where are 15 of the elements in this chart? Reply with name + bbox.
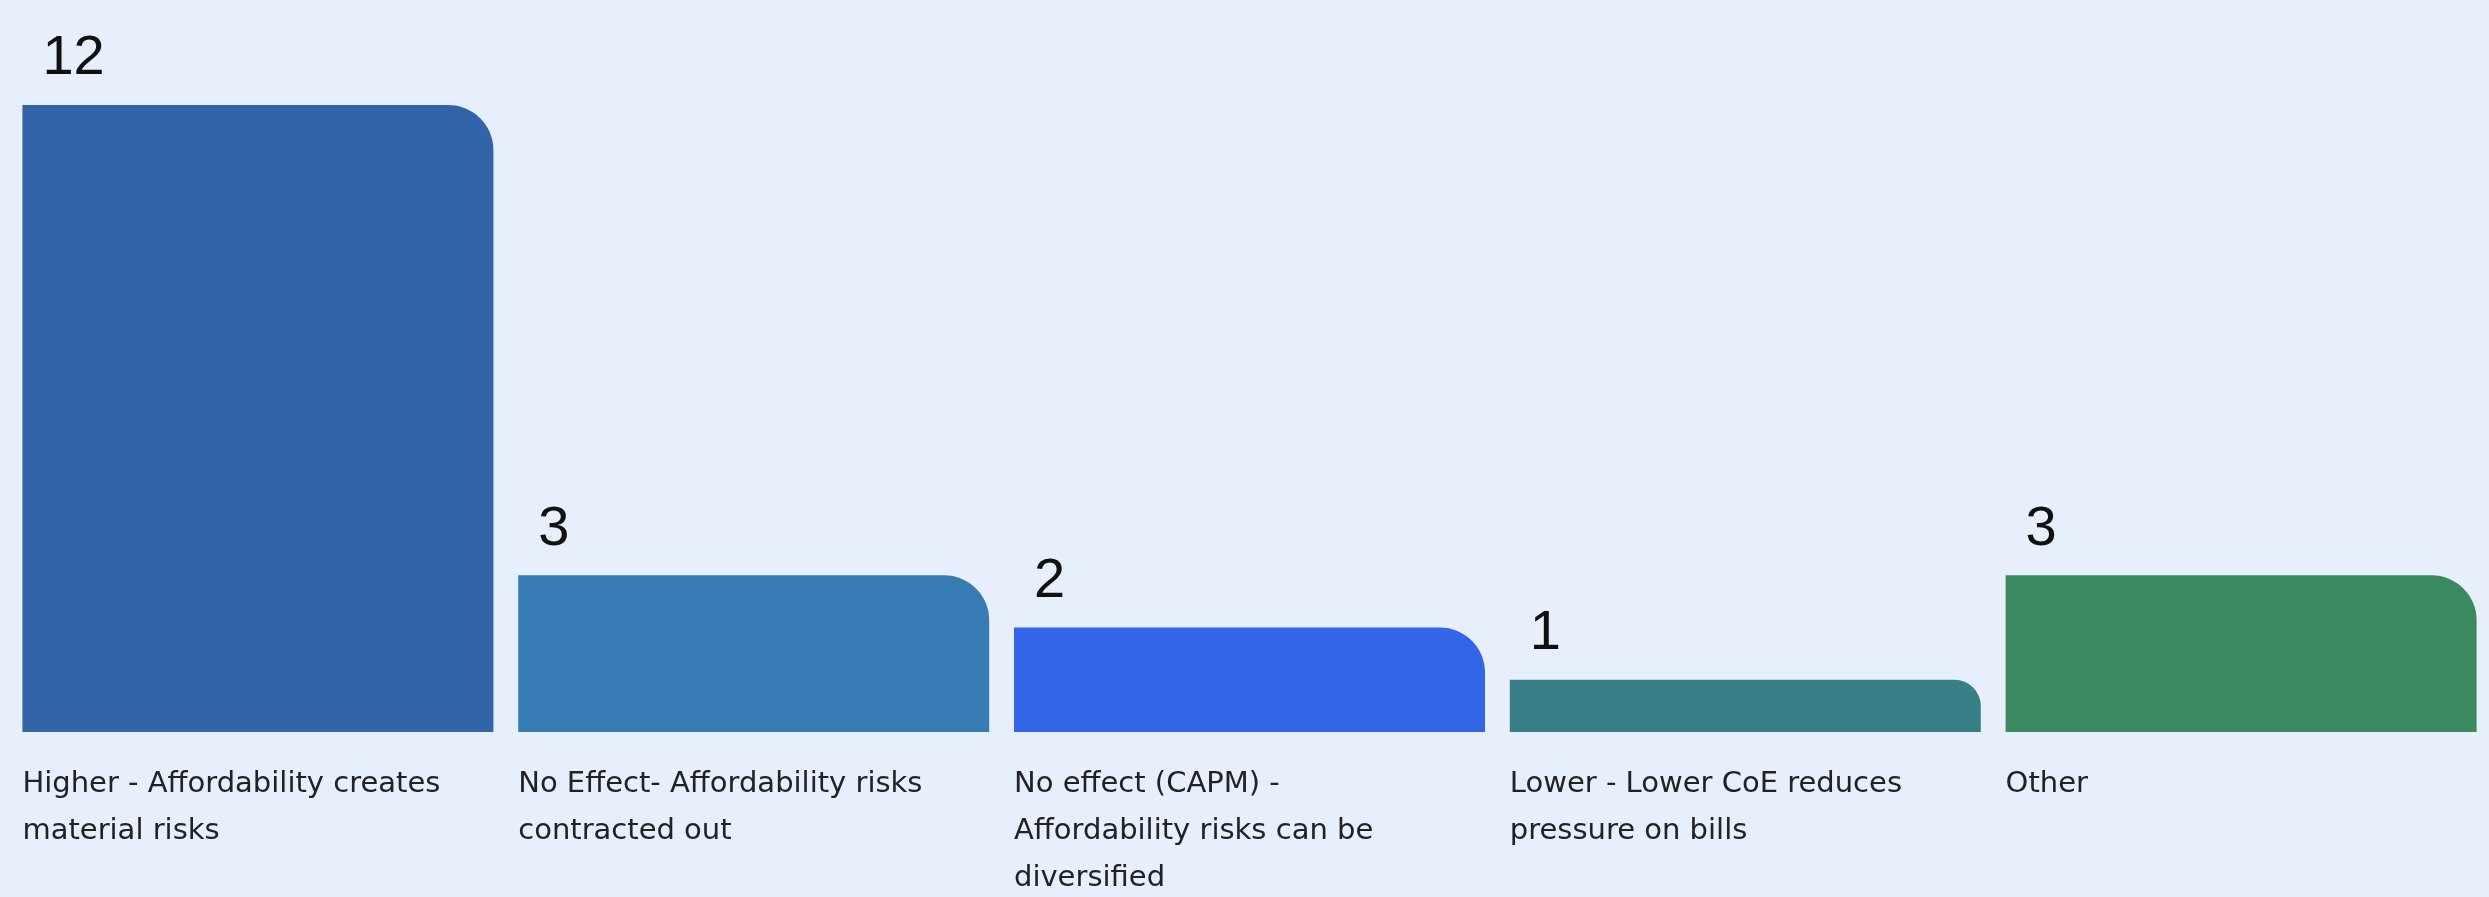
bar [22, 105, 494, 732]
data-label: 3 [2025, 493, 2057, 557]
bar [2005, 575, 2477, 732]
bar [1014, 627, 1486, 732]
data-label: 3 [538, 493, 570, 557]
data-label: 1 [1529, 598, 1561, 662]
x-tick-label: No effect (CAPM) - Affordability risks can be diversified [1013, 765, 1374, 894]
x-tick-label: Higher - Affordability creates material risks [22, 765, 441, 847]
bar [518, 575, 990, 732]
bar [1509, 679, 1981, 732]
data-label: 2 [1033, 545, 1066, 609]
x-tick-label: Other [2005, 765, 2089, 800]
data-label: 12 [42, 23, 105, 87]
x-tick-label: No Effect- Affordability risks contracted out [518, 765, 923, 847]
x-tick-label: Lower - Lower CoE reduces pressure on bills [1509, 765, 1903, 847]
